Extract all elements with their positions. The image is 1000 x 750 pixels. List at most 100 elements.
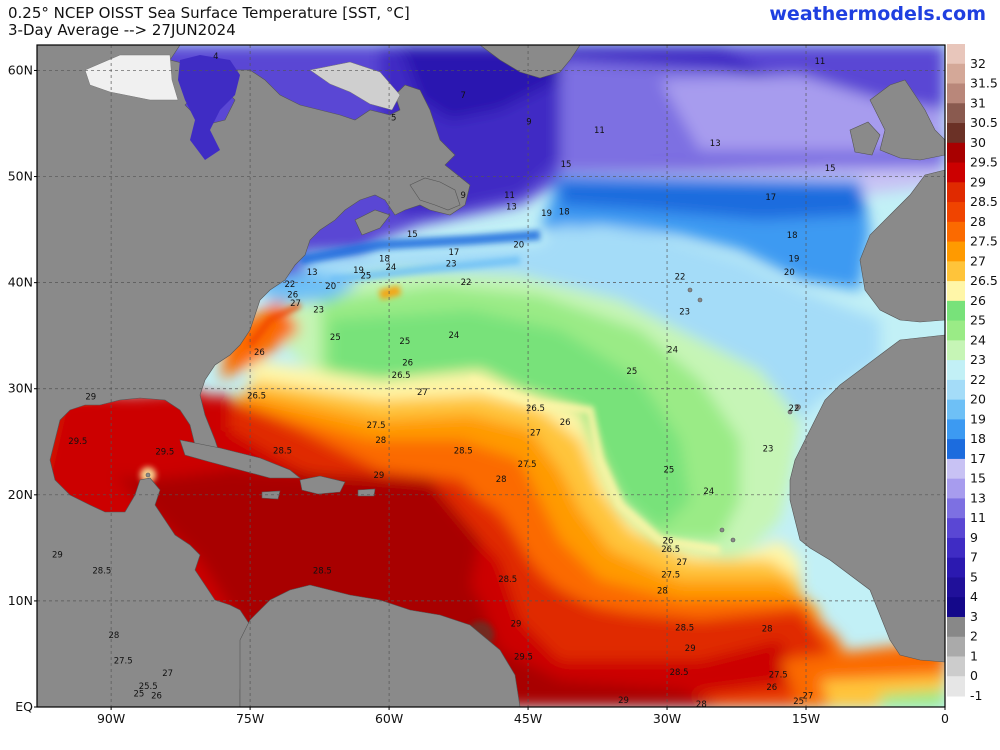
- contour-label: 25: [330, 333, 341, 343]
- colorbar-label: 32: [970, 56, 986, 71]
- colorbar-swatch: [947, 202, 965, 223]
- contour-label: 20: [513, 241, 524, 251]
- contour-label: 26.5: [392, 371, 411, 381]
- lon-tick-label: 75W: [236, 711, 264, 726]
- contour-label: 11: [504, 191, 515, 201]
- lat-tick-label: EQ: [15, 699, 33, 714]
- colorbar-label: 13: [970, 490, 986, 505]
- colorbar-swatch: [947, 419, 965, 440]
- contour-label: 24: [703, 487, 714, 497]
- colorbar-label: 18: [970, 431, 986, 446]
- colorbar-label: 7: [970, 550, 978, 565]
- colorbar-swatch: [947, 340, 965, 361]
- contour-label: 26: [254, 348, 265, 358]
- land-europe-iberia: [859, 169, 945, 323]
- lat-tick-label: 40N: [8, 275, 33, 290]
- contour-label: 22: [675, 272, 686, 282]
- contour-label: 19: [541, 209, 552, 219]
- contour-label: 23: [763, 444, 774, 454]
- colorbar-swatch: [947, 221, 965, 243]
- contour-label: 28: [762, 625, 773, 635]
- colorbar-label: 29: [970, 174, 986, 189]
- contour-label: 25: [399, 337, 410, 347]
- axis-labels: 60N 50N 40N 30N 20N 10N EQ 90W 75W 60W 45W 30W 15W 0: [8, 62, 949, 726]
- lat-tick-label: 50N: [8, 169, 33, 184]
- colorbar-label: 27: [970, 253, 986, 268]
- contour-label: 27.5: [769, 670, 788, 680]
- contour-label: 25: [626, 367, 637, 377]
- contour-label: 13: [506, 202, 517, 212]
- contour-label: 9: [460, 191, 465, 201]
- lat-tick-label: 30N: [8, 381, 33, 396]
- contour-label: 29: [685, 644, 696, 654]
- colorbar-swatch: [947, 44, 965, 65]
- colorbar-swatch: [947, 656, 965, 677]
- map-title: 0.25° NCEP OISST Sea Surface Temperature…: [8, 5, 410, 39]
- colorbar-label: 11: [970, 510, 986, 525]
- colorbar-swatch: [947, 498, 965, 519]
- colorbar-label: 20: [970, 392, 986, 407]
- colorbar-swatch: [947, 320, 965, 341]
- land-british-isles: [869, 79, 945, 161]
- colorbar-label: 30: [970, 135, 986, 150]
- hudson-bay-water: [84, 54, 401, 160]
- colorbar-swatch: [947, 478, 965, 499]
- colorbar-label: 4: [970, 589, 978, 604]
- colorbar-swatch: [947, 360, 965, 381]
- contour-label: 18: [787, 231, 798, 241]
- contour-label: 27: [417, 388, 428, 398]
- colorbar-label: 9: [970, 530, 978, 545]
- contour-label: 26: [287, 290, 298, 300]
- contour-label: 23: [446, 260, 457, 270]
- contour-label: 17: [449, 248, 460, 258]
- lon-tick-label: 15W: [792, 711, 820, 726]
- colorbar-swatch: [947, 261, 965, 282]
- contour-label: 28: [375, 436, 386, 446]
- land-greenland: [479, 45, 581, 79]
- colorbar-label: -1: [970, 688, 982, 703]
- land-cape-verde: [719, 527, 725, 533]
- colorbar-swatch: [947, 439, 965, 460]
- lat-tick-label: 10N: [8, 593, 33, 608]
- contour-label: 20: [325, 282, 336, 292]
- contour-label: 28.5: [675, 624, 694, 634]
- contour-label: 28.5: [498, 575, 517, 585]
- colorbar-swatch: [947, 399, 965, 420]
- land-north-america: [37, 45, 471, 707]
- contour-label: 24: [449, 331, 460, 341]
- contour-label: 28: [696, 700, 707, 710]
- colorbar-label: 31.5: [970, 76, 998, 91]
- colorbar-swatch: [947, 142, 965, 164]
- contour-label: 25: [793, 697, 804, 707]
- contour-label: 25.5: [139, 682, 158, 692]
- contour-label: 13: [307, 268, 318, 278]
- colorbar-label: 23: [970, 352, 986, 367]
- land-canary-islands: [795, 404, 801, 410]
- contour-label: 7: [460, 91, 465, 101]
- colorbar-swatch: [947, 616, 965, 638]
- contour-label: 27.5: [518, 460, 537, 470]
- plot-frame: [36, 44, 946, 708]
- contour-label: 11: [815, 57, 826, 67]
- contour-label: 4: [213, 52, 218, 62]
- colorbar-label: 28.5: [970, 194, 998, 209]
- contour-label: 29: [85, 392, 96, 402]
- contour-label: 28.5: [313, 566, 332, 576]
- colorbar-label: 19: [970, 411, 986, 426]
- contour-label: 25: [134, 689, 145, 699]
- contour-label: 28: [496, 475, 507, 485]
- contour-label: 25: [361, 271, 372, 281]
- contour-label: 27: [290, 299, 301, 309]
- grid-lines: [37, 45, 945, 707]
- colorbar-swatch: [947, 182, 965, 203]
- contour-label: 18: [559, 208, 570, 218]
- contour-label: 15: [407, 230, 418, 240]
- colorbar-label: 1: [970, 648, 978, 663]
- contour-label: 15: [825, 164, 836, 174]
- contour-label: 26.5: [247, 391, 266, 401]
- brand-link[interactable]: weathermodels.com: [769, 3, 986, 25]
- colorbar-label: 30.5: [970, 115, 998, 130]
- colorbar-label: 26.5: [970, 273, 998, 288]
- contour-label: 27: [162, 669, 173, 679]
